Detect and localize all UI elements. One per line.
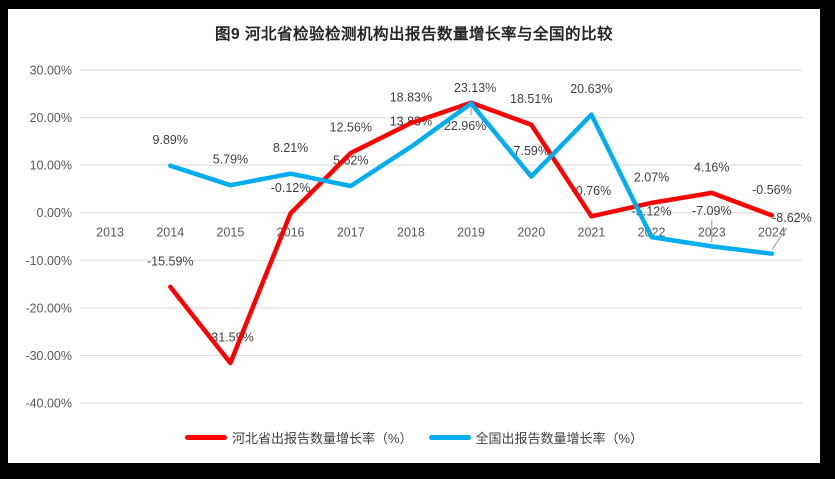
- data-label: 22.96%: [444, 119, 486, 133]
- data-label: -0.76%: [572, 184, 612, 198]
- x-axis-label: 2018: [397, 226, 425, 240]
- y-axis-label: 0.00%: [37, 206, 72, 220]
- x-axis-label: 2014: [156, 226, 184, 240]
- y-axis-label: -20.00%: [25, 301, 72, 315]
- data-label: 18.51%: [510, 92, 552, 106]
- y-axis-label: 30.00%: [30, 64, 72, 78]
- chart-panel: 图9 河北省检验检测机构出报告数量增长率与全国的比较 30.00% 20.00% 1…: [8, 9, 820, 463]
- x-axis-label: 2021: [578, 226, 606, 240]
- x-axis-label: 2013: [96, 226, 124, 240]
- data-label: 18.83%: [390, 91, 432, 105]
- legend: 河北省出报告数量增长率（%） 全国出报告数量增长率（%）: [8, 428, 820, 447]
- data-label: 20.63%: [570, 82, 612, 96]
- legend-label-national: 全国出报告数量增长率（%）: [475, 431, 644, 446]
- chart-title: 图9 河北省检验检测机构出报告数量增长率与全国的比较: [215, 26, 613, 43]
- data-label: 8.21%: [273, 141, 308, 155]
- x-axis-label: 2024: [758, 226, 786, 240]
- x-axis-label: 2019: [457, 226, 485, 240]
- data-label: -0.12%: [271, 181, 311, 195]
- y-axis-label: 20.00%: [30, 111, 72, 125]
- y-axis-label: 10.00%: [30, 159, 72, 173]
- chart-plot-area: 30.00% 20.00% 10.00% 0.00% -10.00% -20.00% -30…: [25, 64, 812, 411]
- legend-item-national: 全国出报告数量增长率（%）: [428, 428, 644, 447]
- label-leader-line: [771, 227, 788, 251]
- data-label: -15.59%: [147, 254, 194, 268]
- data-label: 23.13%: [454, 81, 496, 95]
- data-label: 7.59%: [514, 144, 549, 158]
- legend-line-swatch-national: [428, 435, 471, 440]
- x-axis-label: 2020: [517, 226, 545, 240]
- data-label: 9.89%: [153, 133, 188, 147]
- legend-label-hebei: 河北省出报告数量增长率（%）: [231, 431, 413, 446]
- data-label: -8.62%: [772, 211, 812, 225]
- data-label: 5.79%: [213, 153, 248, 167]
- data-label: 4.16%: [694, 160, 729, 174]
- data-label: 2.07%: [634, 170, 669, 184]
- x-axis-label: 2017: [337, 226, 365, 240]
- y-axis-label: -40.00%: [25, 397, 72, 411]
- data-label: 12.56%: [330, 120, 372, 134]
- legend-item-hebei: 河北省出报告数量增长率（%）: [184, 428, 413, 447]
- data-label: -7.09%: [692, 204, 732, 218]
- x-axis-label: 2015: [217, 226, 245, 240]
- series-line-1: [168, 101, 775, 256]
- legend-line-swatch-hebei: [184, 435, 227, 440]
- y-axis-label: -30.00%: [25, 349, 72, 363]
- data-label: -0.56%: [752, 183, 792, 197]
- y-axis-label: -10.00%: [25, 254, 72, 268]
